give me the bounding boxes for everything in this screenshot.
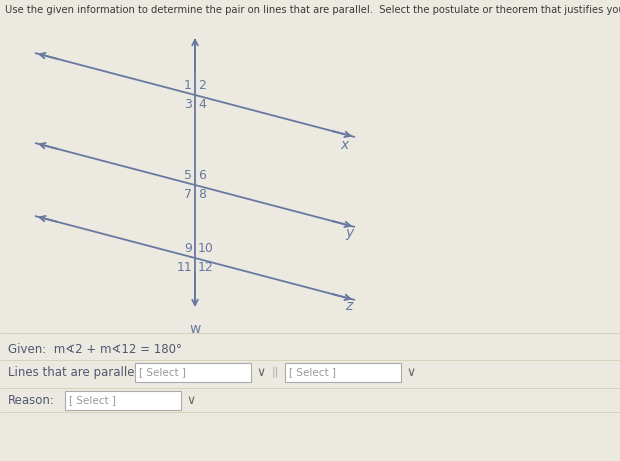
Text: 3: 3: [184, 98, 192, 111]
Text: 1: 1: [184, 79, 192, 92]
FancyBboxPatch shape: [64, 390, 180, 409]
Text: ∨: ∨: [256, 366, 265, 378]
Text: w: w: [189, 322, 201, 336]
Text: ∨: ∨: [406, 366, 415, 378]
Text: x: x: [340, 138, 348, 152]
Text: Lines that are parallel:: Lines that are parallel:: [8, 366, 142, 378]
Text: 11: 11: [176, 261, 192, 274]
Text: z: z: [345, 299, 352, 313]
Text: 6: 6: [198, 169, 206, 182]
FancyBboxPatch shape: [135, 362, 250, 382]
Text: 7: 7: [184, 188, 192, 201]
Text: 10: 10: [198, 242, 214, 255]
Text: 4: 4: [198, 98, 206, 111]
Text: Use the given information to determine the pair on lines that are parallel.  Sel: Use the given information to determine t…: [5, 5, 620, 15]
Text: 5: 5: [184, 169, 192, 182]
FancyBboxPatch shape: [285, 362, 401, 382]
Text: 2: 2: [198, 79, 206, 92]
Text: [ Select ]: [ Select ]: [139, 367, 186, 377]
Text: ∨: ∨: [186, 394, 195, 407]
Text: [ Select ]: [ Select ]: [289, 367, 336, 377]
Text: y: y: [345, 226, 353, 240]
Text: [ Select ]: [ Select ]: [69, 395, 116, 405]
Text: 8: 8: [198, 188, 206, 201]
Text: ||: ||: [272, 367, 279, 377]
Text: Reason:: Reason:: [8, 394, 55, 407]
Text: 12: 12: [198, 261, 214, 274]
Text: Given:  m∢2 + m∢12 = 180°: Given: m∢2 + m∢12 = 180°: [8, 343, 182, 356]
Text: 9: 9: [184, 242, 192, 255]
